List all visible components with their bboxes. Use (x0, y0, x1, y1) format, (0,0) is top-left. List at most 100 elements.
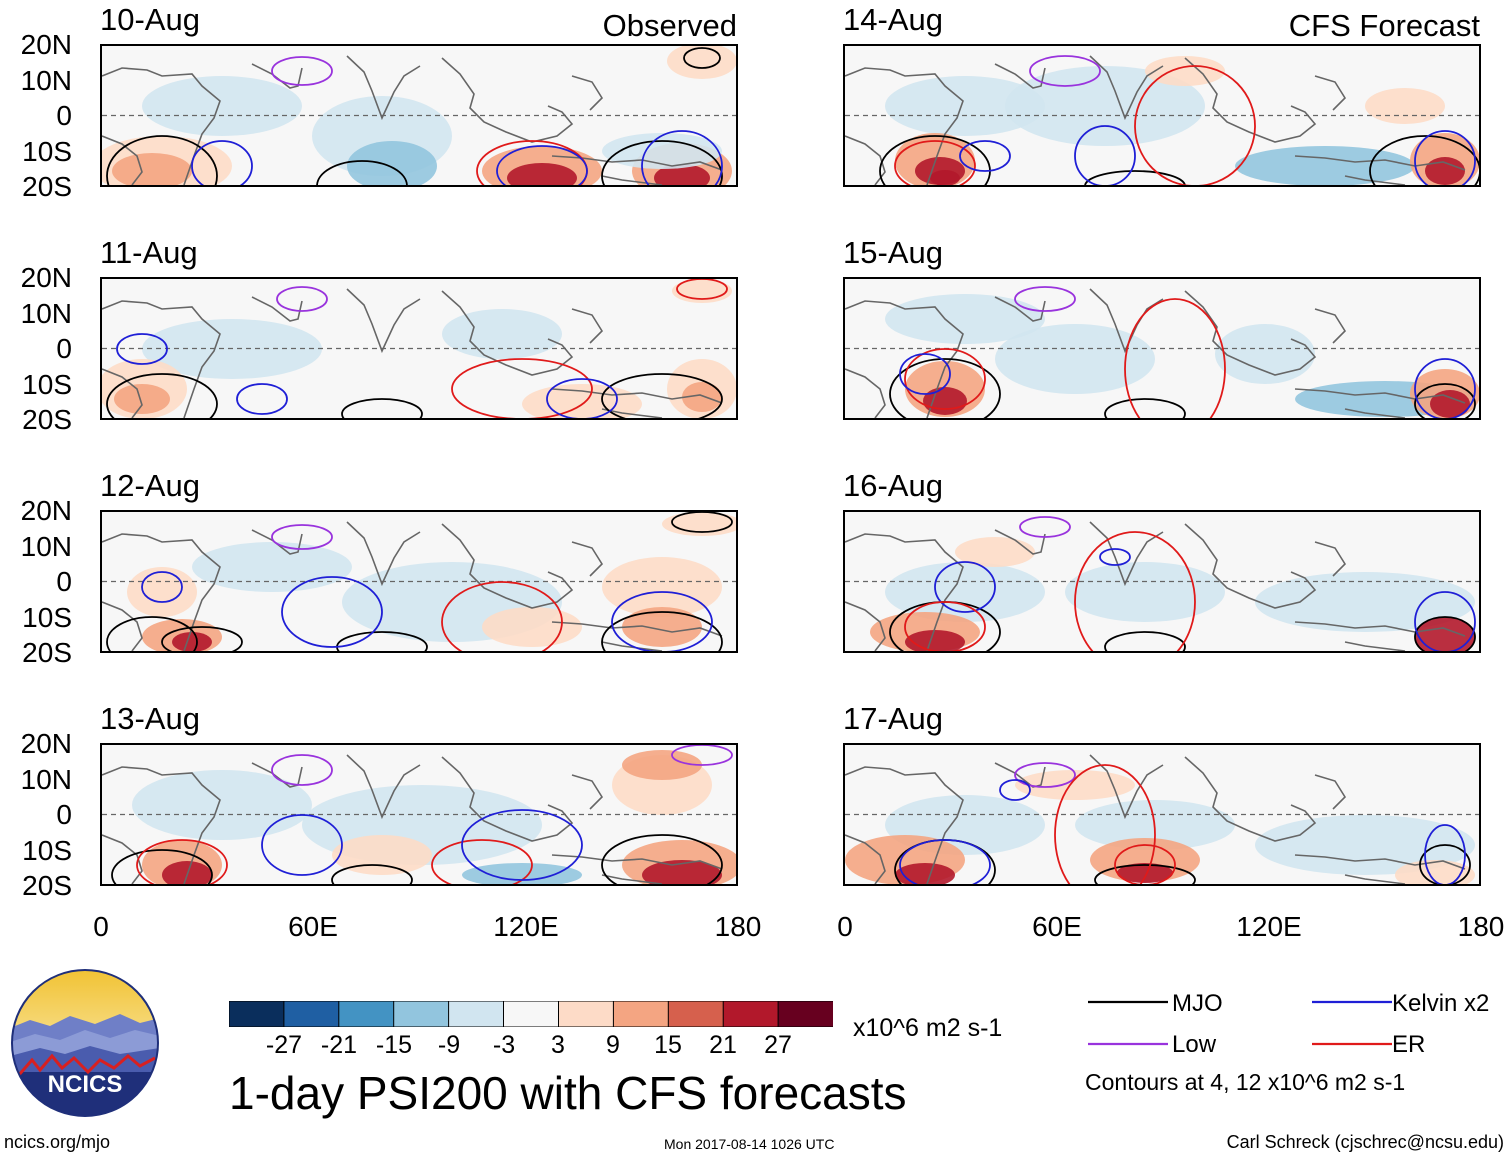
colorbar-label: 9 (606, 1031, 620, 1059)
map-panel-17-aug (843, 743, 1481, 886)
shaded-anomaly (1117, 863, 1173, 883)
legend-swatch-low (1088, 1042, 1168, 1046)
contour-line (496, 145, 588, 185)
coastline (551, 621, 723, 637)
colorbar-label: 21 (709, 1031, 737, 1059)
lat-label: 20S (22, 637, 72, 668)
shaded-anomaly (1365, 88, 1445, 124)
colorbar-label: -15 (375, 1031, 413, 1059)
map-panel-15-aug (843, 277, 1481, 420)
shaded-anomaly (1235, 146, 1415, 185)
contour-line (1084, 170, 1186, 185)
shaded-anomaly (112, 153, 192, 185)
coastline (1314, 541, 1347, 577)
coastline (994, 296, 1046, 322)
colorbar-swatch (558, 1000, 615, 1028)
colorbar-swatch (393, 1000, 450, 1028)
coastline (102, 766, 221, 884)
colorbar-swatch (283, 1000, 340, 1028)
shaded-anomaly (442, 309, 562, 359)
shaded-anomaly (930, 170, 960, 185)
observed-label: Observed (602, 8, 737, 43)
shaded-anomaly (1215, 324, 1315, 384)
lat-label: 20N (20, 262, 72, 293)
lat-label: 20S (22, 404, 72, 435)
contour-line (261, 814, 343, 876)
coastline (551, 854, 723, 870)
lon-label: 180 (1457, 911, 1505, 942)
coastline (1089, 288, 1164, 354)
contour-line (136, 839, 228, 884)
colorbar-label: -21 (320, 1031, 358, 1059)
coastline (1089, 55, 1164, 121)
contour-line (461, 809, 583, 881)
contour-line (1054, 764, 1156, 884)
contour-line (236, 383, 288, 415)
ncics-logo-graphic: NCICS (11, 969, 159, 1117)
coastline (1294, 155, 1466, 171)
coastline (346, 521, 421, 587)
coastline (1344, 874, 1406, 884)
chart-title: 1-day PSI200 with CFS forecasts (229, 1067, 907, 1119)
lat-label: 0 (56, 333, 72, 364)
map-field (102, 745, 736, 884)
lat-label: 10N (20, 298, 72, 329)
contour-line (999, 779, 1031, 801)
coastline (1184, 523, 1317, 609)
contour-line (899, 839, 991, 884)
map-field (102, 279, 736, 418)
coastline (571, 541, 604, 577)
contour-line (611, 591, 713, 651)
contour-line (1029, 55, 1101, 87)
contour-line (316, 160, 408, 185)
lat-label: 20N (20, 29, 72, 60)
map-field (845, 512, 1479, 651)
contour-line (331, 864, 413, 884)
coastline (102, 368, 143, 418)
shaded-anomaly (1255, 572, 1475, 632)
contour-line (191, 140, 253, 185)
map-panel-13-aug (100, 743, 738, 886)
lat-label: 10S (22, 136, 72, 167)
lat-label: 10N (20, 764, 72, 795)
contour-line (1414, 130, 1476, 185)
contour-line (671, 512, 733, 533)
legend-swatch-er (1312, 1042, 1392, 1046)
contour-line (601, 373, 723, 418)
website-link[interactable]: ncics.org/mjo (4, 1132, 111, 1152)
contour-line (904, 601, 986, 651)
coastline (994, 63, 1046, 89)
contour-line (106, 135, 218, 185)
contour-line (1099, 548, 1131, 566)
contour-line (1104, 631, 1186, 651)
coastline (601, 641, 663, 651)
contour-line (451, 358, 593, 418)
logo-text: NCICS (48, 1071, 123, 1098)
lat-label: 0 (56, 100, 72, 131)
contour-line (161, 626, 243, 651)
contour-line (271, 56, 333, 86)
lat-label: 20N (20, 728, 72, 759)
map-field (845, 46, 1479, 185)
shaded-anomaly (1425, 157, 1465, 185)
colorbar-swatch (612, 1000, 670, 1028)
legend-swatch-mjo (1088, 1000, 1168, 1004)
lat-label: 10S (22, 602, 72, 633)
contour-line (904, 348, 986, 410)
contour-line (1094, 864, 1196, 884)
shaded-anomaly (1145, 56, 1225, 86)
coastline (601, 175, 663, 185)
contour-line (1134, 65, 1256, 185)
lon-label: 0 (837, 911, 853, 942)
lon-label: 60E (1032, 911, 1082, 942)
coastline (601, 874, 663, 884)
contours-note: Contours at 4, 12 x10^6 m2 s-1 (1085, 1069, 1406, 1095)
shaded-anomaly (885, 294, 1045, 344)
contour-line (1104, 398, 1186, 418)
contour-line (676, 279, 728, 300)
panel-date-13-aug: 13-Aug (100, 701, 200, 736)
shaded-anomaly (347, 141, 437, 185)
shaded-anomaly (622, 750, 702, 780)
shaded-anomaly (885, 562, 1045, 622)
contour-line (671, 745, 733, 766)
